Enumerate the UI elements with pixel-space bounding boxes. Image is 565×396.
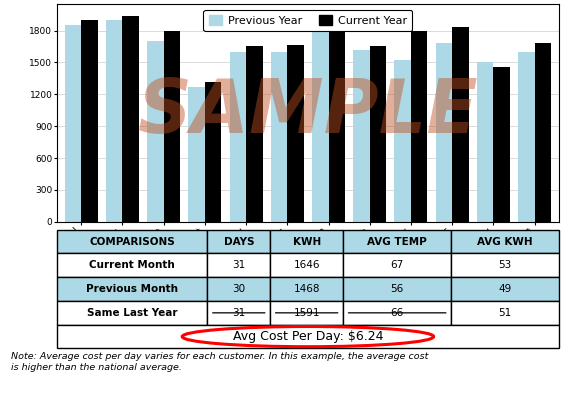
Text: COMPARISONS: COMPARISONS	[89, 236, 175, 247]
FancyBboxPatch shape	[207, 277, 270, 301]
Text: 31: 31	[232, 260, 245, 270]
Text: AVG TEMP: AVG TEMP	[367, 236, 427, 247]
FancyBboxPatch shape	[207, 301, 270, 325]
FancyBboxPatch shape	[451, 253, 559, 277]
Text: Previous Month: Previous Month	[86, 284, 178, 294]
Bar	[164, 30, 180, 222]
Bar	[65, 25, 81, 222]
FancyBboxPatch shape	[451, 277, 559, 301]
Text: 67: 67	[390, 260, 404, 270]
FancyBboxPatch shape	[270, 253, 343, 277]
Bar	[353, 50, 370, 222]
Bar	[147, 41, 164, 222]
Bar	[493, 67, 510, 222]
Bar	[534, 43, 551, 222]
Bar	[271, 52, 288, 222]
Bar	[436, 43, 452, 222]
Bar	[452, 27, 469, 222]
FancyBboxPatch shape	[270, 301, 343, 325]
Bar	[246, 46, 263, 222]
FancyBboxPatch shape	[56, 230, 207, 253]
Legend: Previous Year, Current Year: Previous Year, Current Year	[203, 10, 412, 31]
Text: Note: Average cost per day varies for each customer. In this example, the averag: Note: Average cost per day varies for ea…	[11, 352, 429, 372]
Text: 51: 51	[499, 308, 512, 318]
Text: 1468: 1468	[293, 284, 320, 294]
Text: Same Last Year: Same Last Year	[86, 308, 177, 318]
Bar	[106, 20, 123, 222]
Text: Current Month: Current Month	[89, 260, 175, 270]
Bar	[205, 82, 221, 222]
Bar	[312, 30, 328, 222]
FancyBboxPatch shape	[56, 253, 207, 277]
Text: 1646: 1646	[293, 260, 320, 270]
Text: 66: 66	[390, 308, 404, 318]
Text: 1591: 1591	[293, 308, 320, 318]
Bar	[188, 87, 205, 222]
FancyBboxPatch shape	[56, 325, 559, 348]
Text: 31: 31	[232, 308, 245, 318]
Text: 56: 56	[390, 284, 404, 294]
FancyBboxPatch shape	[207, 230, 270, 253]
Text: AVG KWH: AVG KWH	[477, 236, 533, 247]
Bar	[477, 63, 493, 222]
Text: DAYS: DAYS	[224, 236, 254, 247]
FancyBboxPatch shape	[270, 277, 343, 301]
Text: SAMPLE: SAMPLE	[138, 76, 478, 149]
FancyBboxPatch shape	[207, 253, 270, 277]
Bar	[123, 16, 139, 222]
FancyBboxPatch shape	[343, 230, 451, 253]
Text: KWH: KWH	[293, 236, 321, 247]
FancyBboxPatch shape	[451, 301, 559, 325]
Bar	[518, 52, 534, 222]
FancyBboxPatch shape	[343, 253, 451, 277]
FancyBboxPatch shape	[451, 230, 559, 253]
Text: Avg Cost Per Day: $6.24: Avg Cost Per Day: $6.24	[233, 330, 383, 343]
Text: 30: 30	[232, 284, 245, 294]
Bar	[411, 30, 428, 222]
Bar	[328, 15, 345, 222]
Bar	[288, 46, 304, 222]
Bar	[370, 46, 386, 222]
Ellipse shape	[182, 326, 434, 347]
Bar	[394, 60, 411, 222]
FancyBboxPatch shape	[56, 301, 207, 325]
FancyBboxPatch shape	[56, 277, 207, 301]
FancyBboxPatch shape	[343, 301, 451, 325]
FancyBboxPatch shape	[270, 230, 343, 253]
Bar	[81, 20, 98, 222]
FancyBboxPatch shape	[343, 277, 451, 301]
Text: 49: 49	[499, 284, 512, 294]
Bar	[229, 52, 246, 222]
Text: 53: 53	[499, 260, 512, 270]
